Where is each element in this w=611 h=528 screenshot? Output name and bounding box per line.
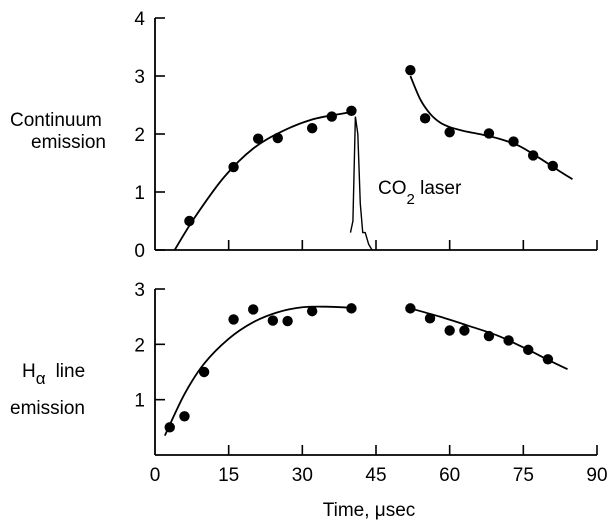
top-data-point [508,136,519,147]
top-ylabel-line-2: emission [31,132,106,153]
top-data-point [326,111,337,122]
bottom-data-point [346,303,357,314]
bottom-data-point [523,344,534,356]
laser-annotation-suffix: laser [415,178,462,199]
top-ytick-label: 0 [134,241,145,262]
bottom-data-point [248,304,259,315]
top-data-point [527,150,539,161]
bottom-xtick-label: 60 [439,465,460,486]
top-ytick-label: 1 [134,183,145,204]
bottom-data-point [198,366,210,378]
top-ytick-label: 4 [134,9,145,30]
laser-annotation-subscript: 2 [407,191,415,208]
top-data-point [228,161,239,173]
laser-annotation: CO2 laser [378,178,462,208]
bottom-ylabel-line-1: Hα line [22,361,85,388]
bottom-data-point [444,325,455,336]
top-data-point [483,128,495,139]
bottom-xtick-label: 90 [586,465,607,486]
bottom-data-point [405,303,416,314]
bottom-data-point [424,313,436,324]
bottom-xtick-label: 75 [513,465,534,486]
x-axis-title: Time, μsec [323,500,416,521]
top-fit-curve-2 [409,75,573,181]
bottom-data-point [459,325,470,336]
top-data-point [419,113,431,124]
top-ylabel-line-1: Continuum [10,110,102,131]
bottom-xtick-label: 0 [150,465,161,486]
bottom-xtick-label: 15 [218,465,239,486]
top-data-point [272,132,283,144]
top-fit-curve-1 [173,111,355,251]
bottom-data-point [179,411,190,422]
bottom-data-point [483,330,495,342]
bottom-fit-curve-1 [164,305,352,437]
bottom-ytick-label: 2 [134,335,145,356]
laser-pulse-trace [349,116,373,251]
bottom-data-point [164,422,175,433]
bottom-xtick-label: 45 [365,465,386,486]
top-data-point [444,127,455,138]
bottom-ytick-label: 1 [134,391,145,412]
top-data-point [547,160,558,172]
top-data-point [346,105,357,117]
top-ytick-label: 2 [134,125,145,146]
top-data-point [184,215,195,227]
top-data-point [405,65,416,76]
top-data-point [306,123,318,134]
bottom-data-point [267,315,279,326]
bottom-data-point [542,354,554,365]
bottom-ylabel-line-word: line [56,361,86,382]
bottom-ylabel-alpha-subscript: α [36,369,46,388]
bottom-data-point [306,305,318,317]
bottom-xtick-label: 30 [292,465,313,486]
bottom-ylabel-h: H [22,361,36,382]
top-ytick-label: 3 [134,67,145,88]
bottom-data-point [282,315,293,327]
bottom-data-point [228,314,239,325]
bottom-ylabel-line-2: emission [10,398,85,419]
laser-annotation-main: CO [378,178,407,199]
top-data-point [252,133,264,144]
bottom-data-point [503,335,514,346]
bottom-ytick-label: 3 [134,280,145,301]
